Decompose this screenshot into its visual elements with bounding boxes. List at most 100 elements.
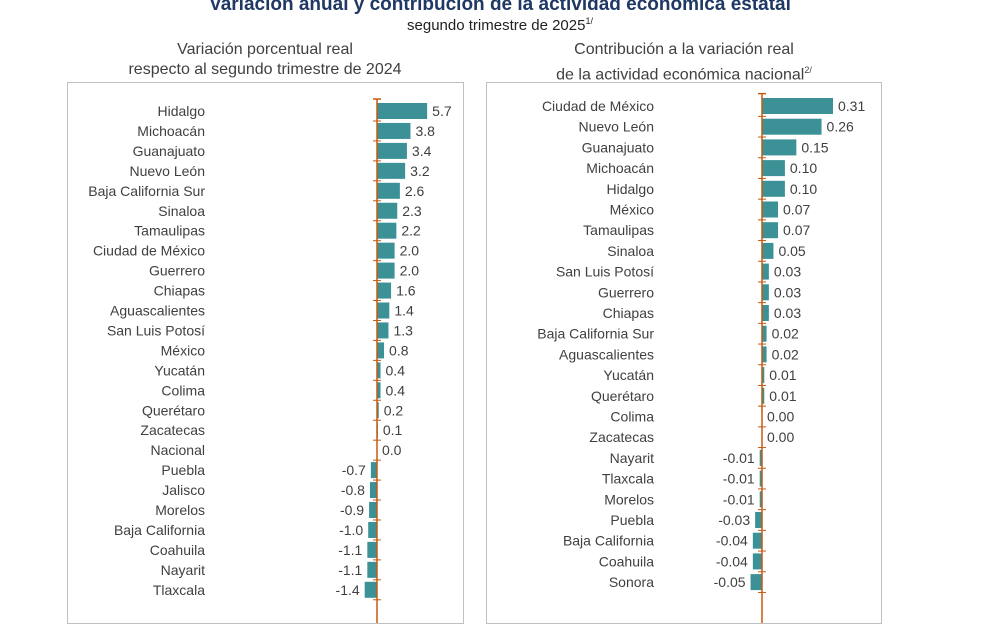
data-label: 0.03 [774,264,801,280]
subtitle: segundo trimestre de 20251/ [0,16,1000,34]
bar-6 [762,222,778,238]
left-title-line1: Variación porcentual real [177,41,353,58]
category-label: Tamaulipas [583,222,654,238]
category-label: Tamaulipas [134,223,205,239]
category-label: Colima [610,409,654,425]
category-label: Tlaxcala [602,471,654,487]
data-label: -0.01 [723,450,755,466]
data-label: 0.31 [838,98,865,114]
category-label: Guerrero [149,263,205,279]
category-label: Hidalgo [607,181,655,197]
bar-2 [762,139,796,155]
data-label: 0.05 [778,243,805,259]
category-label: Chiapas [603,305,654,321]
bar-23 [367,562,377,578]
data-label: 0.00 [767,429,794,445]
data-label: 1.6 [396,283,416,299]
category-label: Zacatecas [140,422,205,438]
bar-0 [762,98,833,114]
bar-9 [377,283,391,299]
data-label: 0.10 [790,160,817,176]
data-label: 1.3 [393,322,413,338]
data-label: 0.15 [801,139,828,155]
category-label: Coahuila [150,542,205,558]
bar-4 [762,181,785,197]
bar-5 [377,203,397,219]
category-label: San Luis Potosí [556,264,654,280]
data-label: 3.2 [410,163,430,179]
bar-10 [762,305,769,321]
category-label: Michoacán [586,160,654,176]
data-label: -1.1 [338,542,362,558]
bar-3 [377,163,405,179]
category-label: México [161,342,206,358]
category-label: Hidalgo [158,103,206,119]
category-label: Ciudad de México [93,243,205,259]
bar-5 [762,202,778,218]
bar-21 [368,522,377,538]
category-label: Sinaloa [607,243,654,259]
bar-19 [370,482,377,498]
data-label: 0.10 [790,181,817,197]
data-label: 2.0 [400,243,420,259]
data-label: 2.2 [401,223,421,239]
data-label: -0.01 [723,471,755,487]
right-chart-title: Contribución a la variación real de la ac… [486,40,882,85]
right-title-line2: de la actividad económica nacional [556,66,804,83]
category-label: Puebla [610,512,654,528]
category-label: Guanajuato [582,139,655,155]
data-label: 0.0 [382,442,402,458]
data-label: 0.03 [774,284,801,300]
category-label: Nayarit [161,562,205,578]
data-label: -1.1 [338,562,362,578]
category-label: México [610,202,655,218]
category-label: Yucatán [154,362,205,378]
category-label: Querétaro [142,402,205,418]
category-label: Nuevo León [578,119,654,135]
data-label: 0.01 [769,367,796,383]
bar-10 [377,303,389,319]
category-label: Sinaloa [158,203,205,219]
category-label: Zacatecas [589,429,654,445]
data-label: -0.05 [714,574,746,590]
bar-24 [365,582,377,598]
subtitle-text: segundo trimestre de 2025 [407,17,585,34]
category-label: Morelos [155,502,205,518]
bar-4 [377,183,400,199]
left-title-line2: respecto al segundo trimestre de 2024 [128,61,401,78]
category-label: Baja California [114,522,205,538]
data-label: 0.8 [389,342,409,358]
bar-1 [377,123,410,139]
category-label: Tlaxcala [153,582,205,598]
bar-8 [377,263,395,279]
data-label: 2.3 [402,203,422,219]
data-label: 0.02 [772,346,799,362]
left-chart-title: Variación porcentual real respecto al seg… [67,40,463,80]
bar-20 [369,502,377,518]
category-label: Nayarit [610,450,654,466]
category-label: Aguascalientes [559,346,654,362]
category-label: Sonora [609,574,654,590]
bar-22 [753,553,762,569]
data-label: -0.04 [716,553,748,569]
category-label: Morelos [604,491,654,507]
bar-11 [377,322,388,338]
data-label: 0.02 [772,326,799,342]
bar-2 [377,143,407,159]
category-label: Michoacán [137,123,205,139]
category-label: Nuevo León [129,163,205,179]
data-label: -0.04 [716,533,748,549]
data-label: -0.7 [342,462,366,478]
right-title-line1: Contribución a la variación real [574,41,794,58]
bar-6 [377,223,396,239]
data-label: 1.4 [394,303,414,319]
category-label: Coahuila [599,553,654,569]
bar-7 [762,243,773,259]
data-label: -0.8 [341,482,365,498]
bar-7 [377,243,395,259]
data-label: 0.00 [767,409,794,425]
category-label: Baja California Sur [88,183,205,199]
